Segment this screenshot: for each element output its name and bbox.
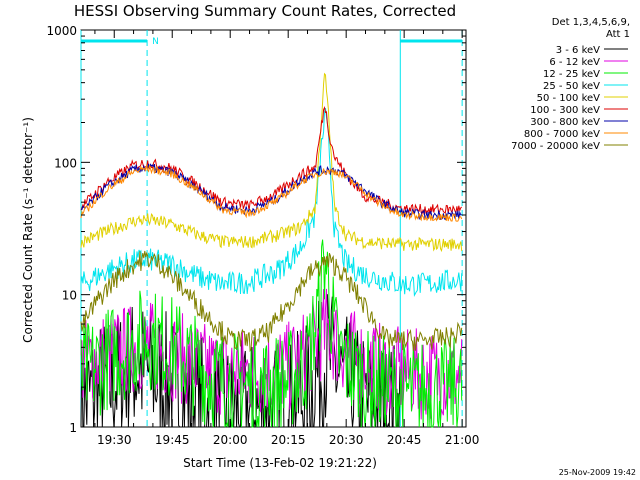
chart-title: HESSI Observing Summary Count Rates, Cor… [74, 2, 456, 20]
x-tick-label-4: 20:30 [329, 433, 364, 447]
generation-timestamp: 25-Nov-2009 19:42 [559, 468, 636, 477]
legend-label-2: 12 - 25 keV [543, 69, 600, 80]
legend-header-line-2: Att 1 [606, 29, 630, 40]
y-axis-label: Corrected Count Rate (s⁻¹ detector⁻¹) [21, 117, 35, 343]
y-tick-label-0: 1 [69, 421, 77, 435]
x-tick-label-5: 20:45 [387, 433, 422, 447]
series-line-7 [80, 164, 463, 222]
legend-label-0: 3 - 6 keV [556, 45, 600, 56]
legend-label-1: 6 - 12 keV [549, 57, 600, 68]
legend-label-4: 50 - 100 keV [537, 93, 601, 104]
y-tick-label-1: 10 [62, 289, 77, 303]
legend-label-8: 7000 - 20000 keV [511, 141, 600, 152]
y-tick-label-2: 100 [54, 156, 77, 170]
saa-marker-label: N [152, 37, 159, 47]
legend-header-line-1: Det 1,3,4,5,6,9, [552, 17, 630, 28]
series-line-0 [80, 294, 401, 428]
plot-area: N [80, 29, 467, 428]
x-tick-label-0: 19:30 [97, 433, 132, 447]
x-tick-label-3: 20:15 [271, 433, 306, 447]
x-tick-label-2: 20:00 [213, 433, 248, 447]
y-tick-label-3: 1000 [46, 24, 77, 38]
x-tick-label-1: 19:45 [155, 433, 190, 447]
series-line-8 [80, 250, 463, 353]
series-line-2 [80, 239, 463, 428]
legend-label-3: 25 - 50 keV [543, 81, 600, 92]
legend-label-5: 100 - 300 keV [530, 105, 600, 116]
legend-label-7: 800 - 7000 keV [524, 129, 600, 140]
legend-label-6: 300 - 800 keV [530, 117, 600, 128]
x-tick-label-6: 21:00 [445, 433, 480, 447]
series-line-3 [80, 107, 463, 298]
series-line-4 [80, 72, 463, 253]
x-axis-label: Start Time (13-Feb-02 19:21:22) [183, 456, 377, 470]
